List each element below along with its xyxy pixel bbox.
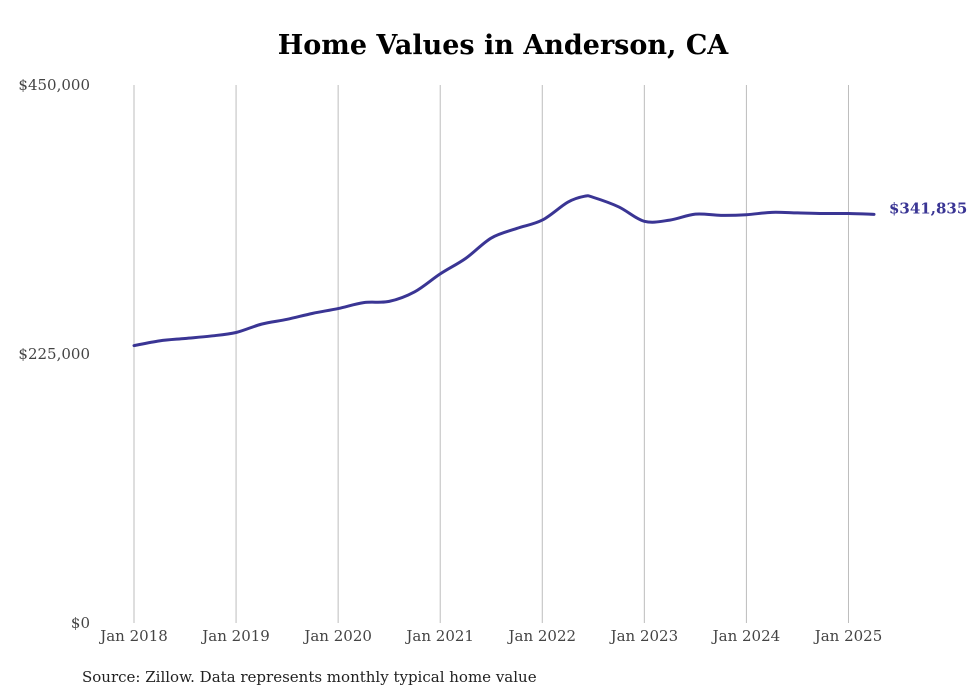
y-tick-label: $225,000 <box>18 345 90 363</box>
x-tick-label: Jan 2022 <box>506 627 576 645</box>
end-value-label: $341,835 <box>889 199 967 217</box>
y-axis-ticks: $0 $225,000 $450,000 <box>18 76 90 632</box>
gridlines <box>133 85 849 623</box>
x-tick-label: Jan 2023 <box>609 627 679 645</box>
x-tick-label: Jan 2024 <box>711 627 781 645</box>
x-axis-ticks: Jan 2018 Jan 2019 Jan 2020 Jan 2021 Jan 2022… <box>98 627 882 645</box>
chart-title: Home Values in Anderson, CA <box>277 30 729 61</box>
y-tick-label: $0 <box>71 614 90 632</box>
x-tick-label: Jan 2019 <box>200 627 270 645</box>
y-tick-label: $450,000 <box>18 76 90 94</box>
x-tick-label: Jan 2025 <box>813 627 883 645</box>
source-note: Source: Zillow. Data represents monthly … <box>82 668 537 686</box>
series-line <box>132 194 876 348</box>
x-tick-label: Jan 2021 <box>404 627 474 645</box>
x-tick-label: Jan 2018 <box>98 627 168 645</box>
x-tick-label: Jan 2020 <box>302 627 372 645</box>
series: $341,835 <box>132 194 967 348</box>
